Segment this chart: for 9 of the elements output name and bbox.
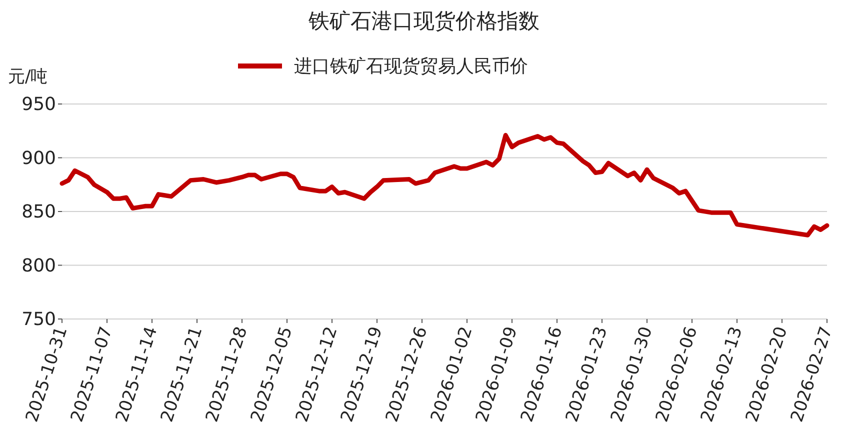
chart-title: 铁矿石港口现货价格指数 (308, 9, 540, 33)
y-tick-label: 750 (22, 309, 56, 330)
y-tick-label: 800 (22, 255, 56, 276)
legend: 进口铁矿石现货贸易人民币价 (238, 56, 528, 77)
y-tick-label: 900 (22, 148, 56, 169)
y-tick-label: 950 (22, 94, 56, 115)
y-axis-title: 元/吨 (8, 67, 48, 87)
y-tick-label: 850 (22, 202, 56, 222)
legend-label: 进口铁矿石现货贸易人民币价 (294, 56, 528, 77)
